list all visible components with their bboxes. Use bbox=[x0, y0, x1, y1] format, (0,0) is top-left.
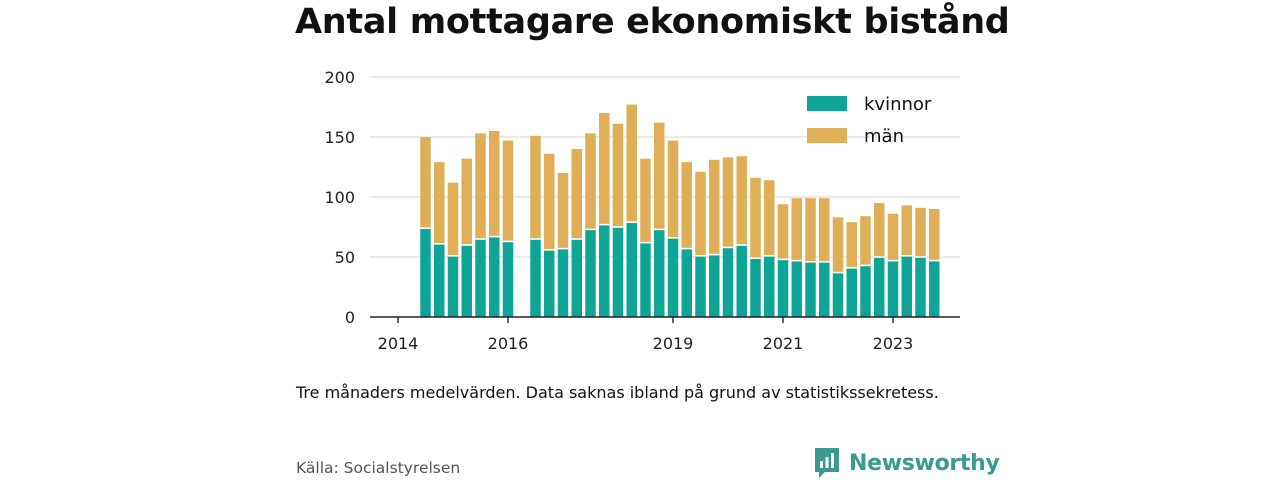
bar-kvinnor bbox=[846, 267, 857, 317]
source-text: Källa: Socialstyrelsen bbox=[296, 459, 461, 477]
bar-man bbox=[489, 131, 500, 237]
y-tick-label: 50 bbox=[335, 248, 355, 267]
bar-man bbox=[461, 158, 472, 245]
bar-man bbox=[447, 182, 459, 256]
bar-man bbox=[571, 149, 582, 239]
y-tick-label: 0 bbox=[345, 308, 355, 327]
y-tick-label: 200 bbox=[324, 68, 355, 87]
bar-kvinnor bbox=[544, 249, 555, 317]
bar-kvinnor bbox=[599, 224, 610, 317]
x-tick-label: 2019 bbox=[653, 334, 694, 353]
bar-man bbox=[764, 180, 775, 256]
bar-man bbox=[626, 104, 637, 223]
bar-kvinnor bbox=[557, 248, 569, 317]
x-tick-label: 2023 bbox=[873, 334, 914, 353]
bar-kvinnor bbox=[681, 248, 692, 317]
bar-kvinnor bbox=[832, 272, 844, 317]
bar-kvinnor bbox=[447, 255, 459, 317]
bar-man bbox=[832, 217, 844, 273]
bar-kvinnor bbox=[626, 222, 637, 317]
bar-man bbox=[929, 209, 940, 261]
bar-kvinnor bbox=[612, 227, 624, 317]
bar-man bbox=[874, 203, 885, 257]
bar-man bbox=[475, 133, 486, 239]
bar-man bbox=[681, 162, 692, 249]
bar-kvinnor bbox=[887, 260, 899, 317]
bar-kvinnor bbox=[571, 239, 582, 317]
bar-kvinnor bbox=[736, 245, 747, 317]
bar-man bbox=[557, 173, 569, 249]
brand-name: Newsworthy bbox=[849, 450, 1000, 476]
bar-man bbox=[640, 158, 651, 243]
bar-kvinnor bbox=[640, 242, 651, 317]
stacked-bar-chart: 0 50 100 150 200 2014 2016 2019 2021 2023 kvinnor… bbox=[324, 68, 960, 353]
bar-man bbox=[434, 162, 445, 244]
bar-kvinnor bbox=[585, 229, 596, 317]
bar-kvinnor bbox=[489, 236, 500, 317]
bar-man bbox=[599, 113, 610, 225]
bar-man bbox=[860, 216, 871, 266]
bar-man bbox=[612, 123, 624, 227]
x-tick-label: 2021 bbox=[763, 334, 804, 353]
bar-kvinnor bbox=[915, 257, 926, 317]
legend: kvinnor män bbox=[807, 94, 932, 147]
bar-kvinnor bbox=[777, 259, 789, 317]
bar-man bbox=[695, 171, 706, 256]
bar-kvinnor bbox=[901, 255, 912, 317]
y-tick-label: 150 bbox=[324, 128, 355, 147]
bar-man bbox=[502, 140, 514, 242]
bar-man bbox=[585, 133, 596, 230]
bar-kvinnor bbox=[929, 260, 940, 317]
bar-man bbox=[777, 204, 789, 260]
bar-man bbox=[420, 137, 431, 229]
bar-kvinnor bbox=[461, 245, 472, 317]
bar-kvinnor bbox=[434, 243, 445, 317]
bar-kvinnor bbox=[530, 239, 541, 317]
bar-man bbox=[544, 153, 555, 250]
bar-man bbox=[901, 205, 912, 256]
legend-label-man: män bbox=[864, 126, 904, 147]
bar-kvinnor bbox=[695, 255, 706, 317]
bar-man bbox=[709, 159, 720, 255]
axes: 0 50 100 150 200 2014 2016 2019 2021 2023 bbox=[324, 68, 960, 353]
bar-man bbox=[887, 213, 899, 261]
bar-kvinnor bbox=[805, 261, 816, 317]
bar-man bbox=[654, 122, 665, 230]
legend-swatch-man bbox=[807, 128, 847, 143]
bar-man bbox=[722, 157, 734, 248]
x-tick-label: 2016 bbox=[488, 334, 529, 353]
legend-swatch-kvinnor bbox=[807, 96, 847, 111]
bar-man bbox=[736, 156, 747, 245]
chart-title: Antal mottagare ekonomiskt bistånd bbox=[295, 2, 1010, 42]
bar-kvinnor bbox=[722, 247, 734, 317]
bar-kvinnor bbox=[819, 261, 830, 317]
bar-man bbox=[915, 207, 926, 257]
bar-kvinnor bbox=[750, 258, 761, 317]
bars bbox=[420, 104, 940, 317]
bar-man bbox=[530, 135, 541, 239]
y-tick-label: 100 bbox=[324, 188, 355, 207]
bar-kvinnor bbox=[874, 257, 885, 317]
bar-man bbox=[846, 222, 857, 268]
bar-man bbox=[819, 198, 830, 262]
bar-kvinnor bbox=[860, 265, 871, 317]
bar-man bbox=[791, 198, 802, 261]
bar-kvinnor bbox=[764, 255, 775, 317]
bar-kvinnor bbox=[654, 229, 665, 317]
bar-man bbox=[667, 140, 679, 238]
bar-chart-speech-bubble-icon bbox=[815, 448, 839, 478]
x-tick-label: 2014 bbox=[378, 334, 419, 353]
bar-kvinnor bbox=[420, 228, 431, 317]
bar-kvinnor bbox=[475, 239, 486, 317]
bar-kvinnor bbox=[709, 254, 720, 317]
legend-label-kvinnor: kvinnor bbox=[864, 94, 932, 115]
bar-man bbox=[750, 177, 761, 259]
bar-kvinnor bbox=[667, 237, 679, 317]
chart-note: Tre månaders medelvärden. Data saknas ib… bbox=[296, 383, 939, 402]
bar-man bbox=[805, 198, 816, 262]
bar-kvinnor bbox=[791, 260, 802, 317]
brand-logo[interactable]: Newsworthy bbox=[813, 446, 1000, 480]
bar-kvinnor bbox=[502, 241, 514, 317]
